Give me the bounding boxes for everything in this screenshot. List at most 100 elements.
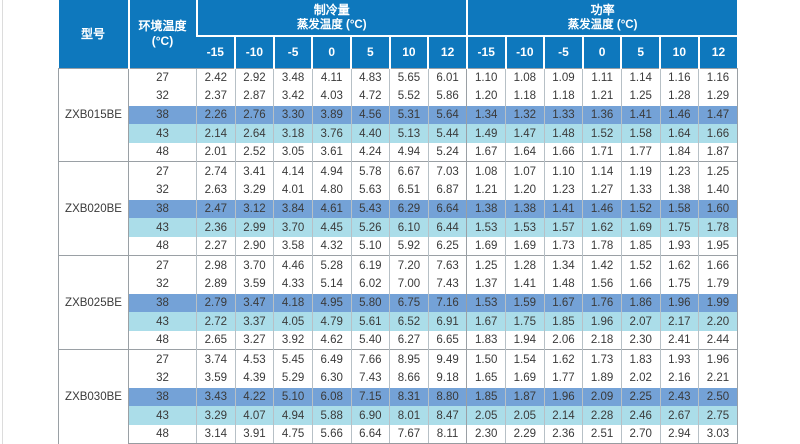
power-value-cell: 1.38 [659,180,699,200]
power-value-cell: 1.62 [659,255,699,275]
cooling-value-cell: 8.31 [389,387,429,407]
cooling-value-cell: 4.56 [350,105,390,125]
cooling-value-cell: 3.42 [273,86,313,106]
power-value-cell: 2.21 [698,368,738,388]
power-value-cell: 1.73 [543,237,583,256]
power-value-cell: 2.30 [466,425,506,444]
cooling-value-cell: 7.16 [427,293,467,313]
power-value-cell: 2.05 [466,406,506,426]
table-row: 38 2.47 3.12 3.84 4.61 5.43 6.29 6.64 1.38 1.38 1.… [59,199,738,219]
performance-spec-table: 型号 环境温度 (°C) 制冷量 蒸发温度 (°C) 功率 蒸发温度 (°C) -15 -10… [58,0,738,444]
power-value-cell: 1.86 [620,293,661,313]
cooling-value-cell: 7.43 [427,274,467,294]
cooling-value-cell: 3.29 [196,406,236,426]
cooling-value-cell: 5.10 [350,237,390,256]
power-value-cell: 1.58 [620,124,661,144]
cooling-value-cell: 4.22 [234,387,274,407]
header-row-evap-temps: -15 -10 -5 0 5 10 12 -15 -10 -5 0 5 10 12 [59,36,738,68]
table-row: ZXB015BE 27 2.42 2.92 3.48 4.11 4.83 5.65 6.01 1.… [58,67,738,162]
group-header-cooling-capacity: 制冷量 蒸发温度 (°C) [195,0,467,37]
cooling-value-cell: 3.61 [311,143,351,162]
ambient-temp-cell: 48 [128,425,197,444]
power-value-cell: 1.53 [466,218,506,238]
cooling-value-cell: 5.13 [389,124,429,144]
ambient-temp-cell: 48 [128,237,197,256]
cooling-value-cell: 2.36 [196,218,236,238]
cooling-value-cell: 5.65 [389,67,429,87]
power-value-cell: 1.41 [505,274,545,294]
table-row: 43 2.72 3.37 4.05 4.79 5.61 6.52 6.91 1.67 1.75 1.… [59,312,738,332]
cooling-value-cell: 4.72 [350,86,390,106]
cooling-value-cell: 5.10 [273,387,313,407]
power-value-cell: 1.65 [466,368,506,388]
cooling-value-cell: 2.01 [196,143,236,162]
cooling-value-cell: 8.66 [389,368,429,388]
power-value-cell: 1.75 [659,218,699,238]
power-value-cell: 1.41 [543,199,583,219]
cooling-value-cell: 4.94 [311,161,351,181]
power-value-cell: 1.41 [620,105,661,125]
evap-temp-header: 0 [311,36,351,68]
ambient-temp-cell: 48 [128,143,197,162]
cooling-value-cell: 4.79 [311,312,351,332]
table-row: 43 2.14 2.64 3.18 3.76 4.40 5.13 5.44 1.49 1.47 1.… [59,124,738,144]
cooling-value-cell: 6.51 [389,180,429,200]
power-value-cell: 1.10 [466,67,506,87]
cooling-value-cell: 4.03 [311,86,351,106]
cooling-value-cell: 3.84 [273,199,313,219]
power-value-cell: 1.21 [466,180,506,200]
power-value-cell: 2.50 [698,387,738,407]
table-header: 型号 环境温度 (°C) 制冷量 蒸发温度 (°C) 功率 蒸发温度 (°C) -15 -10… [58,0,738,68]
power-value-cell: 2.70 [620,425,661,444]
power-value-cell: 1.69 [620,218,661,238]
table-row: 32 2.37 2.87 3.42 4.03 4.72 5.52 5.86 1.20 1.18 1.… [59,86,738,106]
cooling-value-cell: 2.37 [196,86,236,106]
cooling-value-cell: 6.64 [350,425,390,444]
cooling-value-cell: 6.91 [427,312,467,332]
cooling-value-cell: 5.29 [273,368,313,388]
cooling-value-cell: 2.90 [234,237,274,256]
cooling-value-cell: 6.25 [427,237,467,256]
power-value-cell: 1.34 [543,255,583,275]
evap-temp-header: 12 [427,36,467,68]
ambient-temp-cell: 32 [128,86,197,106]
cooling-value-cell: 5.31 [389,105,429,125]
power-value-cell: 1.49 [466,124,506,144]
cooling-value-cell: 3.29 [234,180,274,200]
power-value-cell: 1.53 [466,293,506,313]
cooling-value-cell: 2.26 [196,105,236,125]
power-value-cell: 1.25 [698,161,738,181]
power-value-cell: 1.27 [582,180,622,200]
table-row: 48 3.14 3.91 4.75 5.66 6.64 7.67 8.11 2.30 2.29 2.… [59,425,738,444]
cooling-value-cell: 4.32 [311,237,351,256]
power-value-cell: 1.57 [543,218,583,238]
cooling-value-cell: 4.53 [234,349,274,369]
cooling-value-cell: 3.41 [234,161,274,181]
power-value-cell: 2.51 [582,425,622,444]
col-header-ambient: 环境温度 (°C) [127,0,197,68]
power-value-cell: 2.07 [620,312,661,332]
power-value-cell: 1.76 [582,293,622,313]
table-row: 43 2.36 2.99 3.70 4.45 5.26 6.10 6.44 1.53 1.53 1.… [59,218,738,238]
evap-temp-header: -10 [504,36,545,68]
power-value-cell: 2.09 [582,387,622,407]
cooling-value-cell: 4.14 [273,161,313,181]
cooling-value-cell: 6.44 [427,218,467,238]
cooling-value-cell: 4.40 [350,124,390,144]
table-row: 38 2.26 2.76 3.30 3.89 4.56 5.31 5.64 1.34 1.32 1.… [59,105,738,125]
evap-temp-header: -5 [272,36,313,68]
cooling-value-cell: 5.24 [427,143,467,162]
power-value-cell: 2.28 [582,406,622,426]
evap-temp-header: 12 [697,36,738,68]
power-value-cell: 1.83 [466,331,506,350]
power-value-cell: 1.69 [505,237,545,256]
power-value-cell: 1.66 [543,143,583,162]
cooling-value-cell: 3.89 [311,105,351,125]
evap-temp-header: -5 [543,36,583,68]
model-cell: ZXB025BE [58,255,129,350]
power-value-cell: 1.52 [620,255,661,275]
table-row: ZXB030BE 27 3.74 4.53 5.45 6.49 7.66 8.95 9.49 1.… [58,349,738,444]
power-value-cell: 1.66 [698,255,738,275]
power-value-cell: 1.10 [543,161,583,181]
